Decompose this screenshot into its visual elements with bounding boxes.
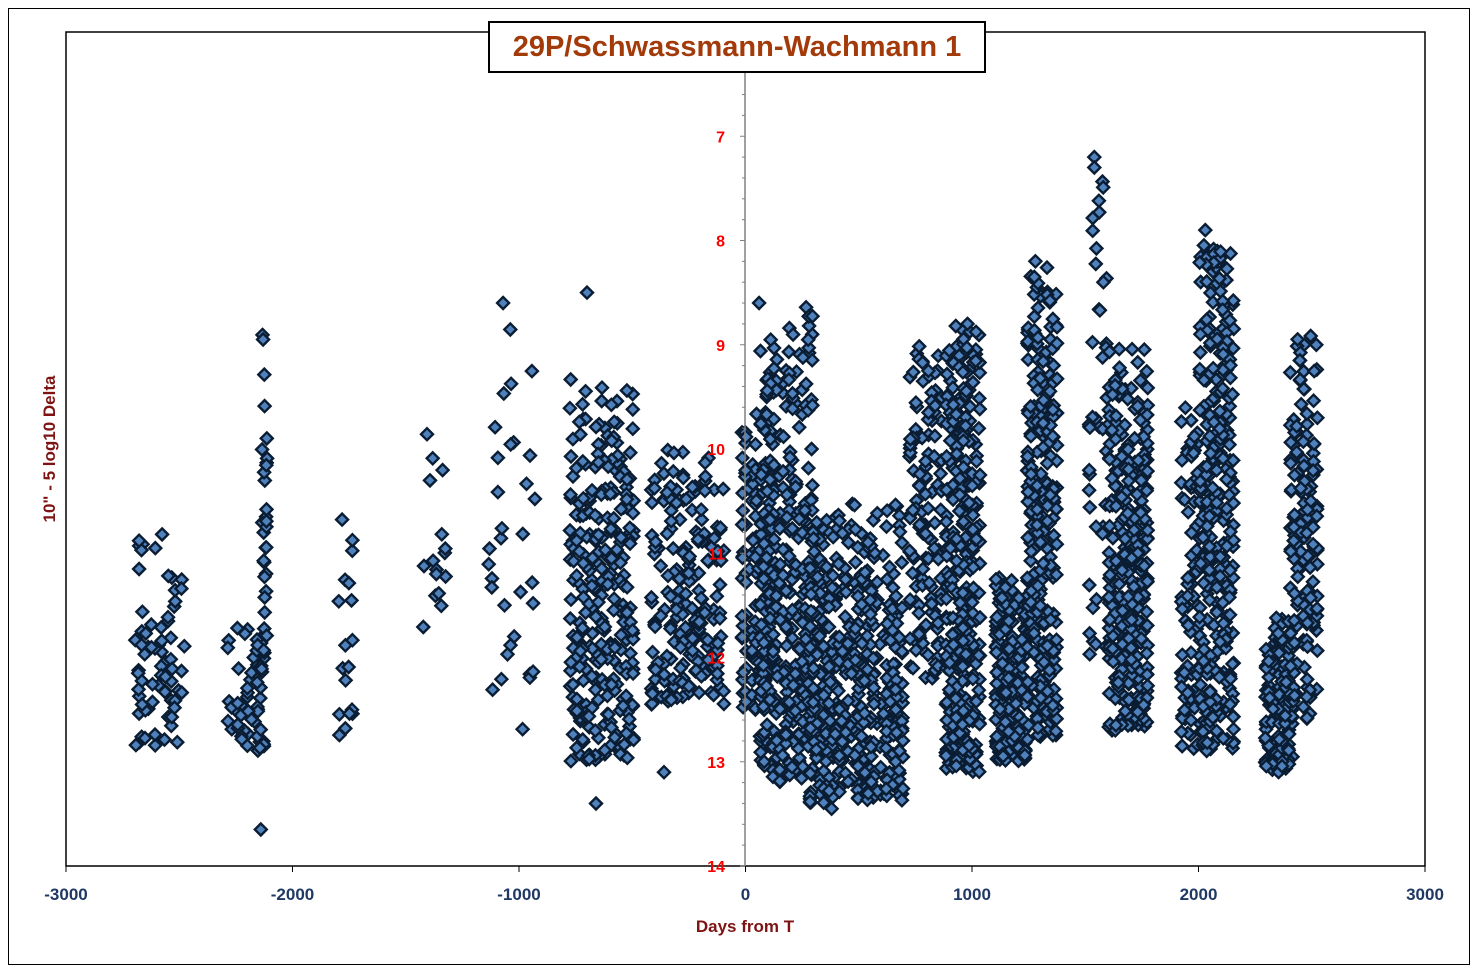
- x-tick-label: 1000: [953, 885, 991, 904]
- y-tick-label: 11: [708, 546, 725, 563]
- x-tick-label: 0: [741, 885, 750, 904]
- y-tick-label: 8: [716, 234, 725, 251]
- chart-frame: [8, 8, 1470, 965]
- chart-title-box: 29P/Schwassmann-Wachmann 1: [488, 21, 986, 73]
- x-tick-label: -3000: [44, 885, 87, 904]
- y-tick-label: 14: [707, 859, 725, 876]
- x-tick-label: 3000: [1406, 885, 1444, 904]
- y-tick-label: 7: [716, 129, 725, 146]
- x-tick-label: 2000: [1180, 885, 1218, 904]
- x-axis-label: Days from T: [695, 917, 795, 936]
- chart-title: 29P/Schwassmann-Wachmann 1: [512, 30, 962, 63]
- y-tick-label: 10: [707, 442, 725, 459]
- x-tick-label: -1000: [497, 885, 540, 904]
- y-axis-label: 10" - 5 log10 Delta: [40, 375, 59, 523]
- y-tick-label: 9: [716, 338, 725, 355]
- y-tick-label: 13: [707, 755, 725, 772]
- y-tick-label: 12: [707, 651, 725, 668]
- axes: 7 8 9 10 11 12 13 14 -3000 -2000 -1000 0 1000 2000 300…: [44, 32, 1444, 904]
- x-tick-label: -2000: [271, 885, 314, 904]
